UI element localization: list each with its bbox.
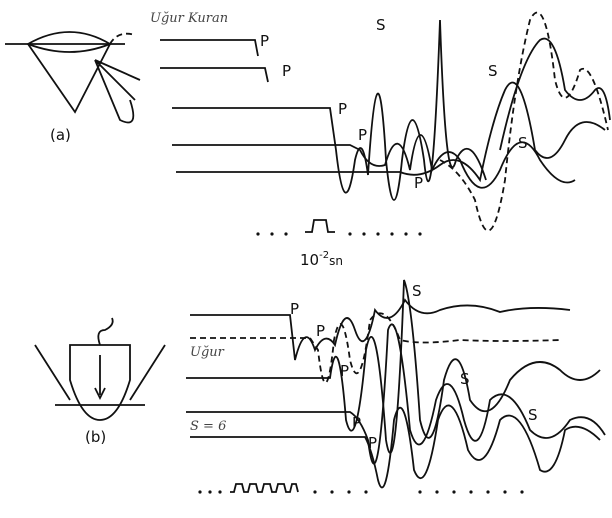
timescale-exponent: -2 bbox=[319, 250, 329, 261]
dot bbox=[284, 232, 287, 235]
s-label: S bbox=[518, 134, 528, 152]
panel-label: (b) bbox=[85, 428, 106, 446]
dot bbox=[364, 490, 367, 493]
dot bbox=[520, 490, 523, 493]
s-label: S bbox=[488, 62, 498, 80]
dot bbox=[486, 490, 489, 493]
p-label: P bbox=[290, 300, 299, 318]
dot bbox=[418, 490, 421, 493]
dot bbox=[469, 490, 472, 493]
dot bbox=[208, 490, 211, 493]
p-label: P bbox=[282, 62, 291, 80]
p-label: P bbox=[352, 414, 361, 432]
s-label: S bbox=[460, 370, 470, 388]
p-label: P bbox=[368, 434, 377, 452]
dot bbox=[376, 232, 379, 235]
note: S = 6 bbox=[190, 419, 226, 434]
s-label: S bbox=[412, 282, 422, 300]
p-label: P bbox=[260, 32, 269, 50]
dot bbox=[503, 490, 506, 493]
timescale-base: 10 bbox=[300, 251, 319, 269]
dot bbox=[404, 232, 407, 235]
p-label: P bbox=[340, 362, 349, 380]
dot bbox=[270, 232, 273, 235]
p-label: P bbox=[414, 174, 423, 192]
s-label: S bbox=[376, 16, 386, 34]
signature: Uğur Kuran bbox=[150, 11, 228, 26]
dot bbox=[418, 232, 421, 235]
dot bbox=[362, 232, 365, 235]
dot bbox=[390, 232, 393, 235]
signature: Uğur bbox=[190, 345, 225, 360]
s-label: S bbox=[528, 406, 538, 424]
figure: (a) Uğur Kuran 10-2sn P P P P P S S S (b… bbox=[0, 0, 612, 518]
p-label: P bbox=[338, 100, 347, 118]
dot bbox=[313, 490, 316, 493]
dot bbox=[452, 490, 455, 493]
dot bbox=[198, 490, 201, 493]
panel-label: (a) bbox=[50, 126, 71, 144]
dot bbox=[347, 490, 350, 493]
dot bbox=[348, 232, 351, 235]
page: (a) Uğur Kuran 10-2sn P P P P P S S S (b… bbox=[0, 0, 612, 518]
dot bbox=[218, 490, 221, 493]
dot bbox=[330, 490, 333, 493]
timescale-unit: sn bbox=[329, 254, 343, 268]
p-label: P bbox=[316, 322, 325, 340]
p-label: P bbox=[358, 126, 367, 144]
dot bbox=[435, 490, 438, 493]
dot bbox=[256, 232, 259, 235]
